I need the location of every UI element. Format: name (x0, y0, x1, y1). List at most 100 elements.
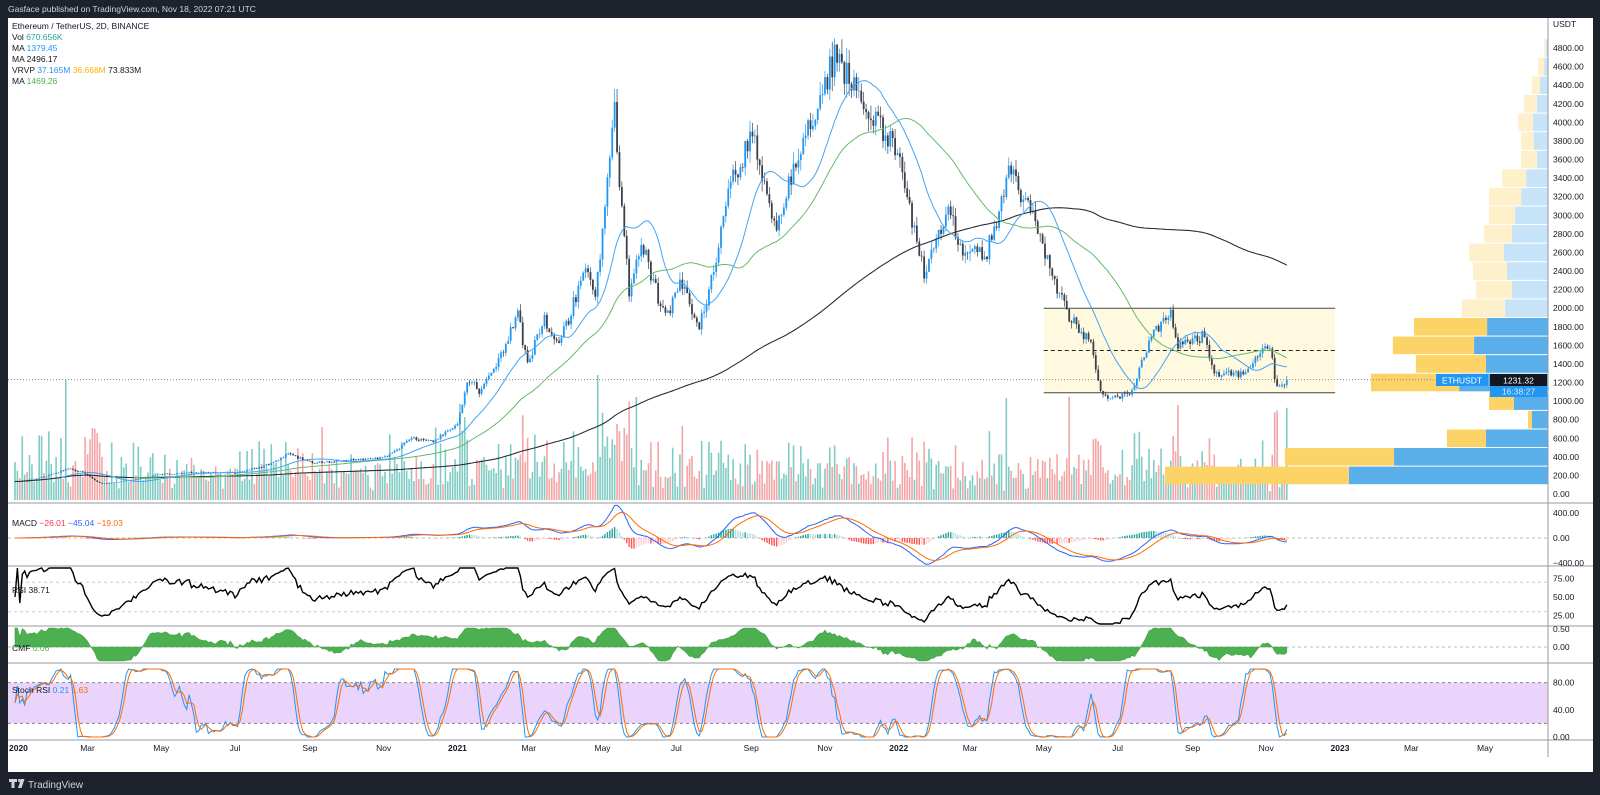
volume-bar (127, 482, 130, 500)
legend-ma-mid[interactable]: MA 1469.26 (12, 76, 58, 86)
time-axis-tick: Mar (80, 743, 95, 753)
legend-ma-fast[interactable]: MA 1379.45 (12, 43, 58, 53)
time-axis-tick: May (1036, 743, 1053, 753)
volume-bar (1114, 474, 1116, 500)
main-legend: Ethereum / TetherUS, 2D, BINANCE Vol 670… (12, 21, 150, 86)
volume-bar (1283, 478, 1286, 500)
macd-histogram-bar (684, 536, 686, 538)
time-axis-tick: May (153, 743, 170, 753)
legend-ma-slow[interactable]: MA 2496.17 (12, 54, 58, 64)
ma-mid-line (133, 118, 1288, 479)
candle-body (804, 135, 807, 138)
candle-body (870, 118, 872, 121)
macd-histogram-bar (952, 532, 954, 538)
volume-bar (577, 447, 580, 500)
cmf-legend[interactable]: CMF 0.06 (12, 643, 50, 653)
macd-histogram-bar (616, 529, 618, 538)
macd-histogram-bar (833, 534, 836, 538)
macd-histogram-bar (536, 538, 538, 541)
candle-body (712, 271, 715, 275)
macd-histogram-bar (729, 528, 732, 538)
rsi-legend[interactable]: RSI 38.71 (12, 585, 50, 595)
volume-bar (497, 444, 500, 500)
macd-label: MACD (12, 518, 37, 528)
candle-body (1073, 317, 1075, 323)
candle-body (957, 237, 959, 245)
candle-body (572, 297, 575, 316)
volume-bar (521, 415, 524, 500)
candle-body (113, 482, 116, 484)
tradingview-logo-icon[interactable] (9, 779, 25, 788)
volume-bar (1189, 481, 1191, 500)
candle-body (1102, 390, 1104, 395)
stoch-legend[interactable]: Stoch RSI 0.21 1.63 (12, 685, 88, 695)
volume-bar (819, 463, 821, 500)
macd-histogram-bar (582, 534, 584, 538)
stoch-label: Stoch RSI (12, 685, 50, 695)
candle-body (255, 468, 258, 469)
volume-profile-down-bar (1544, 39, 1547, 57)
volume-bar (1264, 473, 1266, 500)
macd-histogram-bar (514, 535, 517, 538)
macd-histogram-bar (538, 538, 541, 540)
candle-body (461, 404, 464, 413)
volume-bar (178, 475, 181, 500)
macd-histogram-bar (775, 538, 778, 547)
candle-body (686, 286, 689, 294)
candle-body (502, 352, 505, 354)
price-tags: ETHUSDT 1231.32 16:38:27 (1436, 374, 1547, 397)
volume-bar (891, 480, 894, 500)
candle-body (120, 481, 123, 483)
volume-bar (289, 470, 292, 500)
candle-body (313, 462, 316, 464)
volume-bar (548, 478, 551, 500)
volume-bar (739, 463, 742, 500)
candle-body (243, 471, 246, 472)
volume-bar (362, 472, 364, 500)
volume-bar (340, 472, 343, 500)
price-pane[interactable] (8, 38, 1548, 485)
volume-bar (526, 437, 529, 500)
macd-histogram-bar (788, 538, 790, 541)
volume-bar (1111, 480, 1114, 500)
volume-bar (1090, 474, 1092, 500)
volume-profile-up-bar (1511, 225, 1548, 243)
footer-brand[interactable]: TradingView (28, 780, 84, 791)
legend-vrvp[interactable]: VRVP 37.165M 36.668M 73.833M (12, 65, 141, 75)
macd-histogram-bar (548, 538, 551, 539)
volume-bar (536, 461, 539, 500)
volume-bar (130, 479, 132, 500)
time-axis-tick: Jul (230, 743, 241, 753)
volume-bar (727, 454, 730, 500)
macd-histogram-bar (1201, 538, 1203, 539)
candle-body (981, 247, 984, 260)
volume-bar (916, 452, 918, 500)
volume-bar (645, 470, 647, 500)
candle-body (669, 310, 672, 314)
macd-legend[interactable]: MACD −26.01 −45.04 −19.03 (12, 518, 123, 528)
legend-vol[interactable]: Vol 670.656K (12, 32, 63, 42)
candle-body (1213, 365, 1216, 374)
candle-body (604, 206, 606, 229)
candle-body (1140, 359, 1143, 368)
macd-histogram-bar (650, 538, 652, 544)
macd-histogram-bar (708, 536, 710, 538)
volume-bar (1078, 454, 1080, 500)
volume-bar (1230, 469, 1232, 500)
volume-bar (1157, 465, 1160, 500)
candle-body (345, 460, 348, 462)
volume-bar (1165, 477, 1167, 500)
volume-bar (449, 472, 452, 500)
macd-histogram-bar (1150, 531, 1153, 538)
candle-body (821, 93, 824, 96)
macd-histogram-bar (983, 537, 986, 538)
candle-body (1254, 356, 1257, 364)
volume-bar (995, 484, 998, 500)
macd-histogram-bar (1017, 534, 1020, 538)
legend-title[interactable]: Ethereum / TetherUS, 2D, BINANCE (12, 21, 150, 31)
volume-bar (572, 431, 575, 500)
volume-bar (671, 447, 674, 500)
volume-bar (729, 480, 732, 500)
candle-body (1019, 190, 1022, 203)
